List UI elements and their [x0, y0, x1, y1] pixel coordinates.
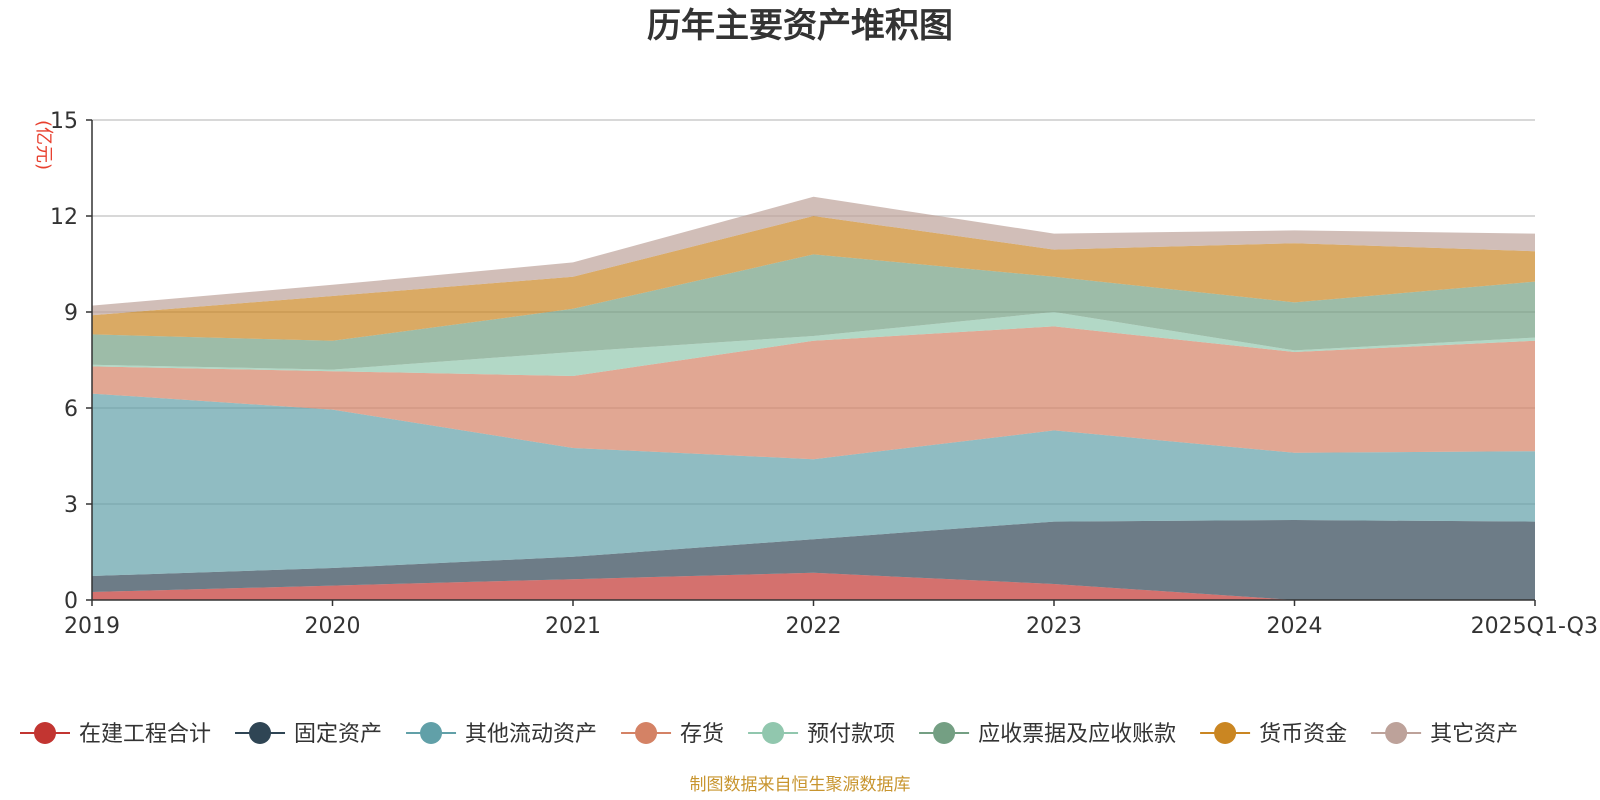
area-series-4 — [92, 312, 1535, 376]
legend-marker-3 — [635, 722, 658, 744]
legend-item-5[interactable]: 应收票据及应收账款 — [919, 722, 1176, 747]
legend-label-0: 在建工程合计 — [79, 722, 211, 747]
legend-marker-0 — [34, 722, 56, 744]
y-tick-label-1: 3 — [64, 493, 78, 518]
legend-item-3[interactable]: 存货 — [621, 722, 724, 747]
legend-marker-2 — [420, 722, 443, 744]
area-series-2 — [92, 393, 1535, 576]
y-tick-label-3: 9 — [64, 301, 78, 326]
area-series-3 — [92, 326, 1535, 460]
area-series-5 — [92, 254, 1535, 370]
area-series-1 — [92, 520, 1535, 600]
legend-item-2[interactable]: 其他流动资产 — [406, 722, 597, 747]
source-note: 制图数据来自恒生聚源数据库 — [690, 775, 911, 795]
legend: 在建工程合计 固定资产 其他流动资产 存货 预付款项 应收票据及应收账款 货币资金 其它资产 — [20, 722, 1518, 747]
area-series-group — [92, 196, 1535, 600]
legend-item-0[interactable]: 在建工程合计 — [20, 722, 211, 747]
legend-marker-6 — [1214, 722, 1237, 744]
area-series-6 — [92, 216, 1535, 341]
x-tick-label-3: 2022 — [786, 614, 842, 639]
legend-label-1: 固定资产 — [294, 722, 382, 747]
legend-item-4[interactable]: 预付款项 — [748, 722, 895, 747]
axes: 0 3 6 9 12 15 2019 2020 2021 2022 2023 2024 2025Q1-Q… — [50, 109, 1598, 639]
legend-marker-7 — [1385, 722, 1408, 744]
legend-item-7[interactable]: 其它资产 — [1371, 722, 1518, 747]
legend-label-4: 预付款项 — [807, 722, 895, 747]
legend-label-2: 其他流动资产 — [465, 722, 597, 747]
x-tick-label-5: 2024 — [1267, 614, 1323, 639]
y-tick-label-2: 6 — [64, 397, 78, 422]
y-tick-label-0: 0 — [64, 589, 78, 614]
x-tick-label-1: 2020 — [305, 614, 361, 639]
legend-label-3: 存货 — [680, 722, 724, 747]
x-tick-label-0: 2019 — [64, 614, 120, 639]
area-series-7 — [92, 196, 1535, 316]
area-series-0 — [92, 572, 1535, 600]
x-tick-label-6: 2025Q1-Q3 — [1471, 614, 1598, 639]
legend-label-6: 货币资金 — [1259, 722, 1347, 747]
x-tick-label-4: 2023 — [1026, 614, 1082, 639]
chart-title: 历年主要资产堆积图 — [647, 6, 953, 46]
y-tick-label-5: 15 — [50, 109, 78, 134]
legend-item-1[interactable]: 固定资产 — [235, 722, 382, 747]
legend-marker-5 — [933, 722, 956, 744]
legend-marker-4 — [762, 722, 785, 744]
legend-label-5: 应收票据及应收账款 — [978, 722, 1176, 747]
legend-label-7: 其它资产 — [1430, 722, 1518, 747]
legend-item-6[interactable]: 货币资金 — [1200, 722, 1347, 747]
legend-marker-1 — [249, 722, 272, 744]
x-tick-label-2: 2021 — [545, 614, 601, 639]
y-axis-unit-label: (亿元) — [33, 120, 54, 170]
y-tick-label-4: 12 — [50, 205, 78, 230]
